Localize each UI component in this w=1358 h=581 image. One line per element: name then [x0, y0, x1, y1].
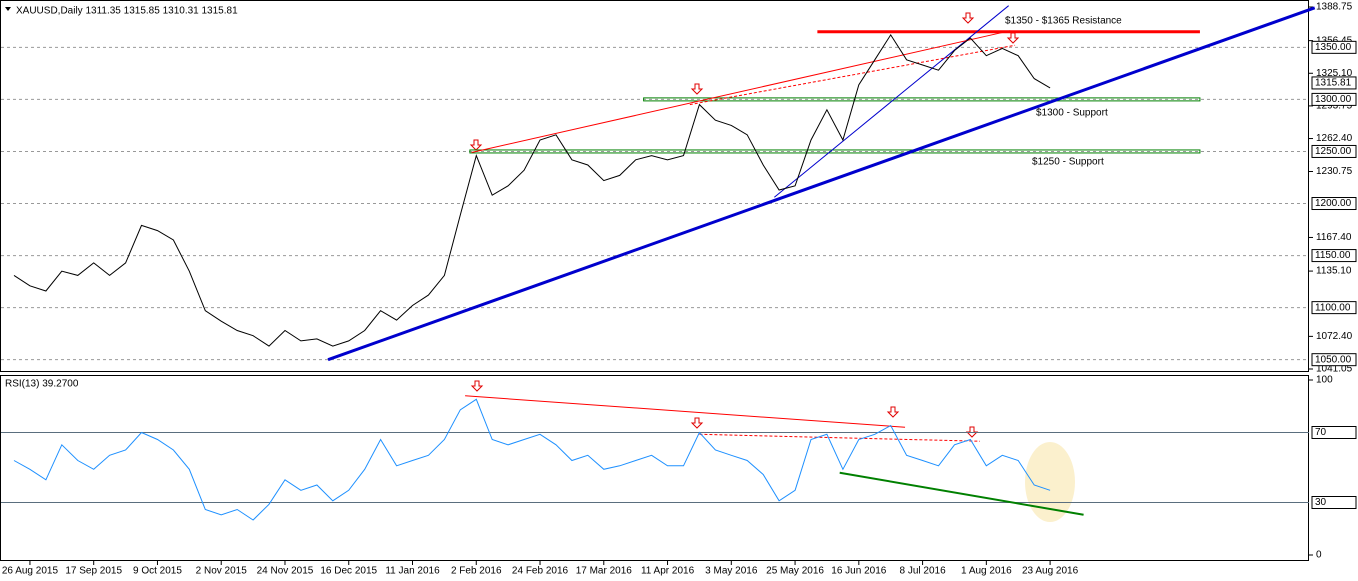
- last-price-label: 1315.81: [1315, 78, 1352, 89]
- grid-level-label-box: [1311, 40, 1357, 54]
- y-tick-label: 1167.40: [1316, 232, 1352, 243]
- down-arrow: [690, 417, 704, 429]
- arrows: [469, 12, 1020, 438]
- grid-level-label: 1300.00: [1315, 94, 1352, 105]
- x-tick-label: 26 Aug 2015: [2, 566, 59, 577]
- y-tick-label: 1293.75: [1316, 101, 1353, 112]
- down-arrow: [961, 12, 975, 24]
- x-tick-label: 25 May 2016: [766, 566, 824, 577]
- x-tick-label: 24 Feb 2016: [512, 566, 569, 577]
- chart-title: XAUUSD,Daily 1311.35 1315.85 1310.31 131…: [16, 6, 238, 17]
- y-tick-label: 0: [1316, 550, 1322, 561]
- x-tick-label: 17 Mar 2016: [576, 566, 633, 577]
- trendline: [839, 471, 1084, 516]
- x-tick-label: 24 Nov 2015: [257, 566, 314, 577]
- grid-level-label-box: [1311, 197, 1357, 211]
- x-tick-label: 2 Feb 2016: [451, 566, 502, 577]
- x-tick-label: 1 Aug 2016: [961, 566, 1012, 577]
- x-tick-label: 23 Aug 2016: [1022, 566, 1079, 577]
- grid-level-label-box: [1311, 353, 1357, 367]
- annotation: $1300 - Support: [1036, 108, 1108, 119]
- grid-level-label: 1150.00: [1315, 250, 1351, 261]
- trendline: [465, 395, 906, 428]
- x-tick-label: 2 Nov 2015: [196, 566, 248, 577]
- y-tick-label: 100: [1316, 375, 1333, 386]
- y-tick-label: 1262.40: [1316, 133, 1353, 144]
- level-label-box: [1311, 496, 1357, 509]
- y-tick-label: 1135.10: [1316, 266, 1352, 277]
- price-line: [13, 33, 1051, 347]
- rsi-panel: [0, 375, 1309, 561]
- level-label: 30: [1315, 497, 1327, 508]
- y-tick-label: 1041.05: [1316, 364, 1353, 375]
- x-tick-label: 11 Apr 2016: [641, 566, 695, 577]
- annotation: $1250 - Support: [1032, 157, 1104, 168]
- last-price-box: [1311, 76, 1357, 90]
- menu-icon: [5, 7, 11, 11]
- grid-level-label-box: [1311, 301, 1357, 315]
- grid-level-label-box: [1311, 144, 1357, 158]
- grid-level-label: 1350.00: [1315, 42, 1352, 53]
- trendline: [689, 44, 1016, 106]
- down-arrow: [470, 380, 484, 392]
- grid-level-label: 1250.00: [1315, 146, 1352, 157]
- x-tick-label: 3 May 2016: [705, 566, 758, 577]
- grid-level-label: 1100.00: [1315, 302, 1351, 313]
- x-tick-label: 8 Jul 2016: [900, 566, 947, 577]
- x-tick-label: 17 Sep 2015: [65, 566, 122, 577]
- level-label: 70: [1315, 427, 1327, 438]
- support-zone: [643, 97, 1201, 102]
- y-tick-label: 1388.75: [1316, 2, 1353, 13]
- y-tick-label: 1230.75: [1316, 166, 1353, 177]
- grid-level-label-box: [1311, 92, 1357, 106]
- y-tick-label: 1072.40: [1316, 331, 1353, 342]
- trendline: [774, 5, 1009, 198]
- price-line: [13, 398, 1051, 521]
- price-panel: [0, 0, 1309, 372]
- down-arrow: [1006, 32, 1020, 44]
- grid-level-label: 1050.00: [1315, 354, 1352, 365]
- down-arrow: [690, 83, 704, 95]
- down-arrow: [469, 139, 483, 151]
- trendline: [471, 30, 1011, 153]
- annotation: $1350 - $1365 Resistance: [1005, 16, 1122, 27]
- rsi-title: RSI(13) 39.2700: [5, 379, 79, 390]
- trendline: [327, 6, 1316, 362]
- x-tick-label: 11 Jan 2016: [385, 566, 440, 577]
- down-arrow: [886, 406, 900, 418]
- support-zone: [469, 149, 1201, 154]
- level-label-box: [1311, 426, 1357, 439]
- x-tick-label: 16 Dec 2015: [320, 566, 377, 577]
- x-tick-label: 9 Oct 2015: [133, 566, 182, 577]
- y-tick-label: 1356.45: [1316, 35, 1353, 46]
- grid-level-label: 1200.00: [1315, 198, 1352, 209]
- y-tick-label: 1325.10: [1316, 68, 1353, 79]
- grid-level-label-box: [1311, 249, 1357, 263]
- x-tick-label: 16 Jun 2016: [831, 566, 886, 577]
- trendline: [699, 433, 980, 442]
